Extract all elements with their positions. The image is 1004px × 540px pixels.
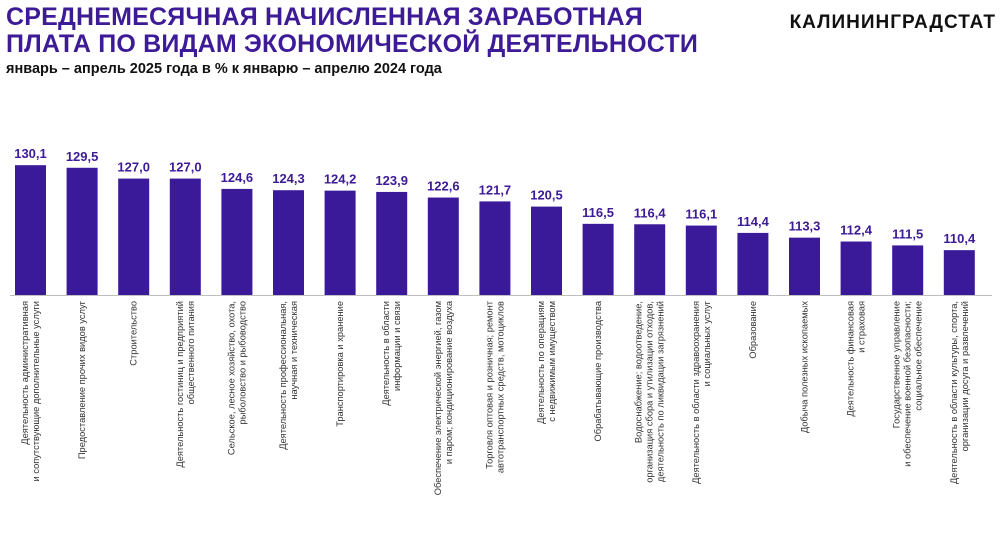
- category-label-line: с недвижимым имуществом: [547, 301, 557, 422]
- bar: [169, 178, 201, 295]
- bar-value-label: 114,4: [737, 214, 770, 229]
- category-label-line: Деятельность в области здравоохранения: [691, 301, 701, 484]
- bar: [634, 224, 666, 295]
- category-label-line: Добыча полезных ископаемых: [800, 301, 810, 434]
- category-label-line: Строительство: [129, 301, 139, 366]
- chart-subtitle: январь – апрель 2025 года в % к январю –…: [6, 61, 442, 77]
- bar-value-label: 130,1: [14, 146, 47, 161]
- category-label-line: автотранспортных средств, мотоциклов: [495, 301, 505, 473]
- category-label-line: социальное обеспечение: [914, 301, 924, 411]
- category-label-line: рыболовство и рыбоводство: [237, 301, 247, 424]
- category-label: Добыча полезных ископаемых: [800, 301, 810, 434]
- category-label-line: Деятельность административная: [20, 301, 30, 445]
- bar: [737, 232, 769, 295]
- bar: [685, 225, 717, 295]
- category-label-line: Деятельность по операциям: [536, 301, 546, 424]
- category-label-line: Деятельность финансовая: [846, 301, 856, 417]
- bar: [427, 197, 459, 295]
- category-label: Обрабатывающие производства: [593, 300, 603, 441]
- category-label-line: Предоставление прочих видов услуг: [77, 300, 87, 459]
- bar: [15, 165, 46, 295]
- chart-title-line-1: СРЕДНЕМЕСЯЧНАЯ НАЧИСЛЕННАЯ ЗАРАБОТНАЯ: [6, 3, 643, 31]
- category-label-line: организация сбора и утилизации отходов,: [645, 301, 655, 483]
- category-label: Деятельность в области информации и связи: [381, 301, 402, 406]
- bar-value-label: 127,0: [169, 160, 202, 175]
- category-label: Предоставление прочих видов услуг: [77, 300, 87, 459]
- category-label: Строительство: [129, 301, 139, 366]
- category-label: Деятельность финансовая и страховая: [846, 301, 867, 417]
- category-label: Деятельность по операциям с недвижимым им…: [536, 301, 557, 424]
- bar: [479, 201, 511, 295]
- bar: [221, 188, 253, 295]
- category-label-line: и сопутствующие дополнительные услуги: [31, 301, 41, 481]
- category-label-line: и социальных услуг: [702, 300, 712, 386]
- category-label-line: Транспортировка и хранение: [335, 301, 345, 427]
- bar: [789, 237, 820, 295]
- bar-value-label: 116,1: [685, 207, 717, 222]
- bar-value-label: 112,4: [840, 223, 873, 238]
- bar: [324, 190, 356, 295]
- category-label-line: Обеспечение электрической энергией, газо…: [433, 301, 443, 495]
- category-label-line: Деятельность гостиниц и предприятий: [175, 301, 185, 468]
- bar: [892, 245, 924, 295]
- bar: [118, 178, 150, 295]
- bar: [376, 191, 408, 295]
- category-label-line: информации и связи: [392, 301, 402, 391]
- bar-value-label: 113,3: [789, 219, 821, 234]
- category-label-line: Образование: [748, 301, 758, 359]
- bar: [531, 206, 562, 295]
- bar-value-label: 120,5: [530, 188, 563, 203]
- category-label: Образование: [748, 301, 758, 359]
- category-label: Государственное управление и обеспечение …: [892, 301, 924, 467]
- chart-title-line-2: ПЛАТА ПО ВИДАМ ЭКОНОМИЧЕСКОЙ ДЕЯТЕЛЬНОСТ…: [6, 30, 699, 58]
- category-label: Деятельность административная и сопутству…: [20, 301, 41, 481]
- bar-value-label: 116,5: [582, 205, 614, 220]
- category-label-line: Обрабатывающие производства: [593, 300, 603, 441]
- bar-value-label: 129,5: [66, 149, 99, 164]
- category-label-line: Сельское, лесное хозяйство, охота,: [226, 301, 236, 455]
- bar: [943, 250, 975, 295]
- category-label-line: Деятельность в области культуры, спорта,: [949, 301, 959, 484]
- bar-value-label: 127,0: [117, 160, 150, 175]
- bar-value-label: 110,4: [943, 231, 976, 246]
- bar-value-label: 123,9: [375, 173, 408, 188]
- bar-value-label: 124,2: [324, 172, 357, 187]
- bar-value-label: 116,4: [634, 205, 667, 220]
- bar-value-label: 124,6: [221, 170, 254, 185]
- category-label-line: деятельность по ликвидации загрязнений: [656, 301, 666, 482]
- category-label: Водоснабжение; водоотведение, организация…: [634, 301, 666, 483]
- category-label: Сельское, лесное хозяйство, охота, рыболо…: [226, 301, 247, 455]
- category-label-line: организации досуга и развлечений: [960, 301, 970, 451]
- bar: [582, 223, 614, 295]
- category-label: Деятельность профессиональная, научная и …: [278, 301, 299, 450]
- category-label: Деятельность в области здравоохранения и …: [691, 300, 712, 483]
- category-label-line: Торговля оптовая и розничная; ремонт: [484, 300, 494, 469]
- bar-value-label: 111,5: [892, 226, 923, 241]
- bar: [66, 167, 98, 295]
- category-label-line: и страховая: [857, 301, 867, 353]
- bar-value-label: 122,6: [427, 179, 460, 194]
- category-label: Транспортировка и хранение: [335, 301, 345, 427]
- category-label-line: Деятельность профессиональная,: [278, 301, 288, 450]
- category-label: Деятельность в области культуры, спорта,…: [949, 301, 970, 484]
- category-label: Обеспечение электрической энергией, газо…: [433, 300, 454, 495]
- bar-value-label: 121,7: [479, 182, 512, 197]
- bar-value-label: 124,3: [272, 171, 305, 186]
- category-label-line: Деятельность в области: [381, 301, 391, 406]
- category-label-line: и обеспечение военной безопасности;: [903, 301, 913, 467]
- bar: [273, 190, 304, 295]
- bar: [840, 241, 872, 295]
- category-label-line: и паром; кондиционирование воздуха: [444, 300, 454, 464]
- category-label-line: общественного питания: [186, 301, 196, 404]
- brand-logo-text: КАЛИНИНГРАДСТАТ: [789, 12, 996, 33]
- category-label: Торговля оптовая и розничная; ремонт авто…: [484, 300, 505, 473]
- category-label: Деятельность гостиниц и предприятий общес…: [175, 301, 196, 468]
- category-label-line: Водоснабжение; водоотведение,: [634, 301, 644, 443]
- chart-title: СРЕДНЕМЕСЯЧНАЯ НАЧИСЛЕННАЯ ЗАРАБОТНАЯ ПЛ…: [6, 4, 698, 58]
- category-label-line: Государственное управление: [892, 301, 902, 428]
- category-label-line: научная и техническая: [289, 301, 299, 400]
